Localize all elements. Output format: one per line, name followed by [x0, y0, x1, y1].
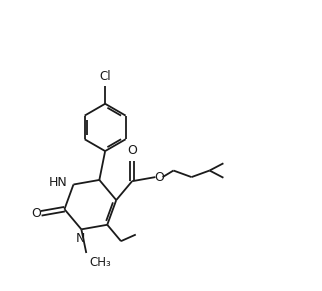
Text: CH₃: CH₃: [90, 255, 111, 269]
Text: O: O: [127, 144, 137, 157]
Text: HN: HN: [49, 176, 68, 189]
Text: O: O: [154, 171, 164, 184]
Text: O: O: [31, 207, 41, 220]
Text: Cl: Cl: [99, 70, 111, 83]
Text: N: N: [76, 232, 85, 245]
